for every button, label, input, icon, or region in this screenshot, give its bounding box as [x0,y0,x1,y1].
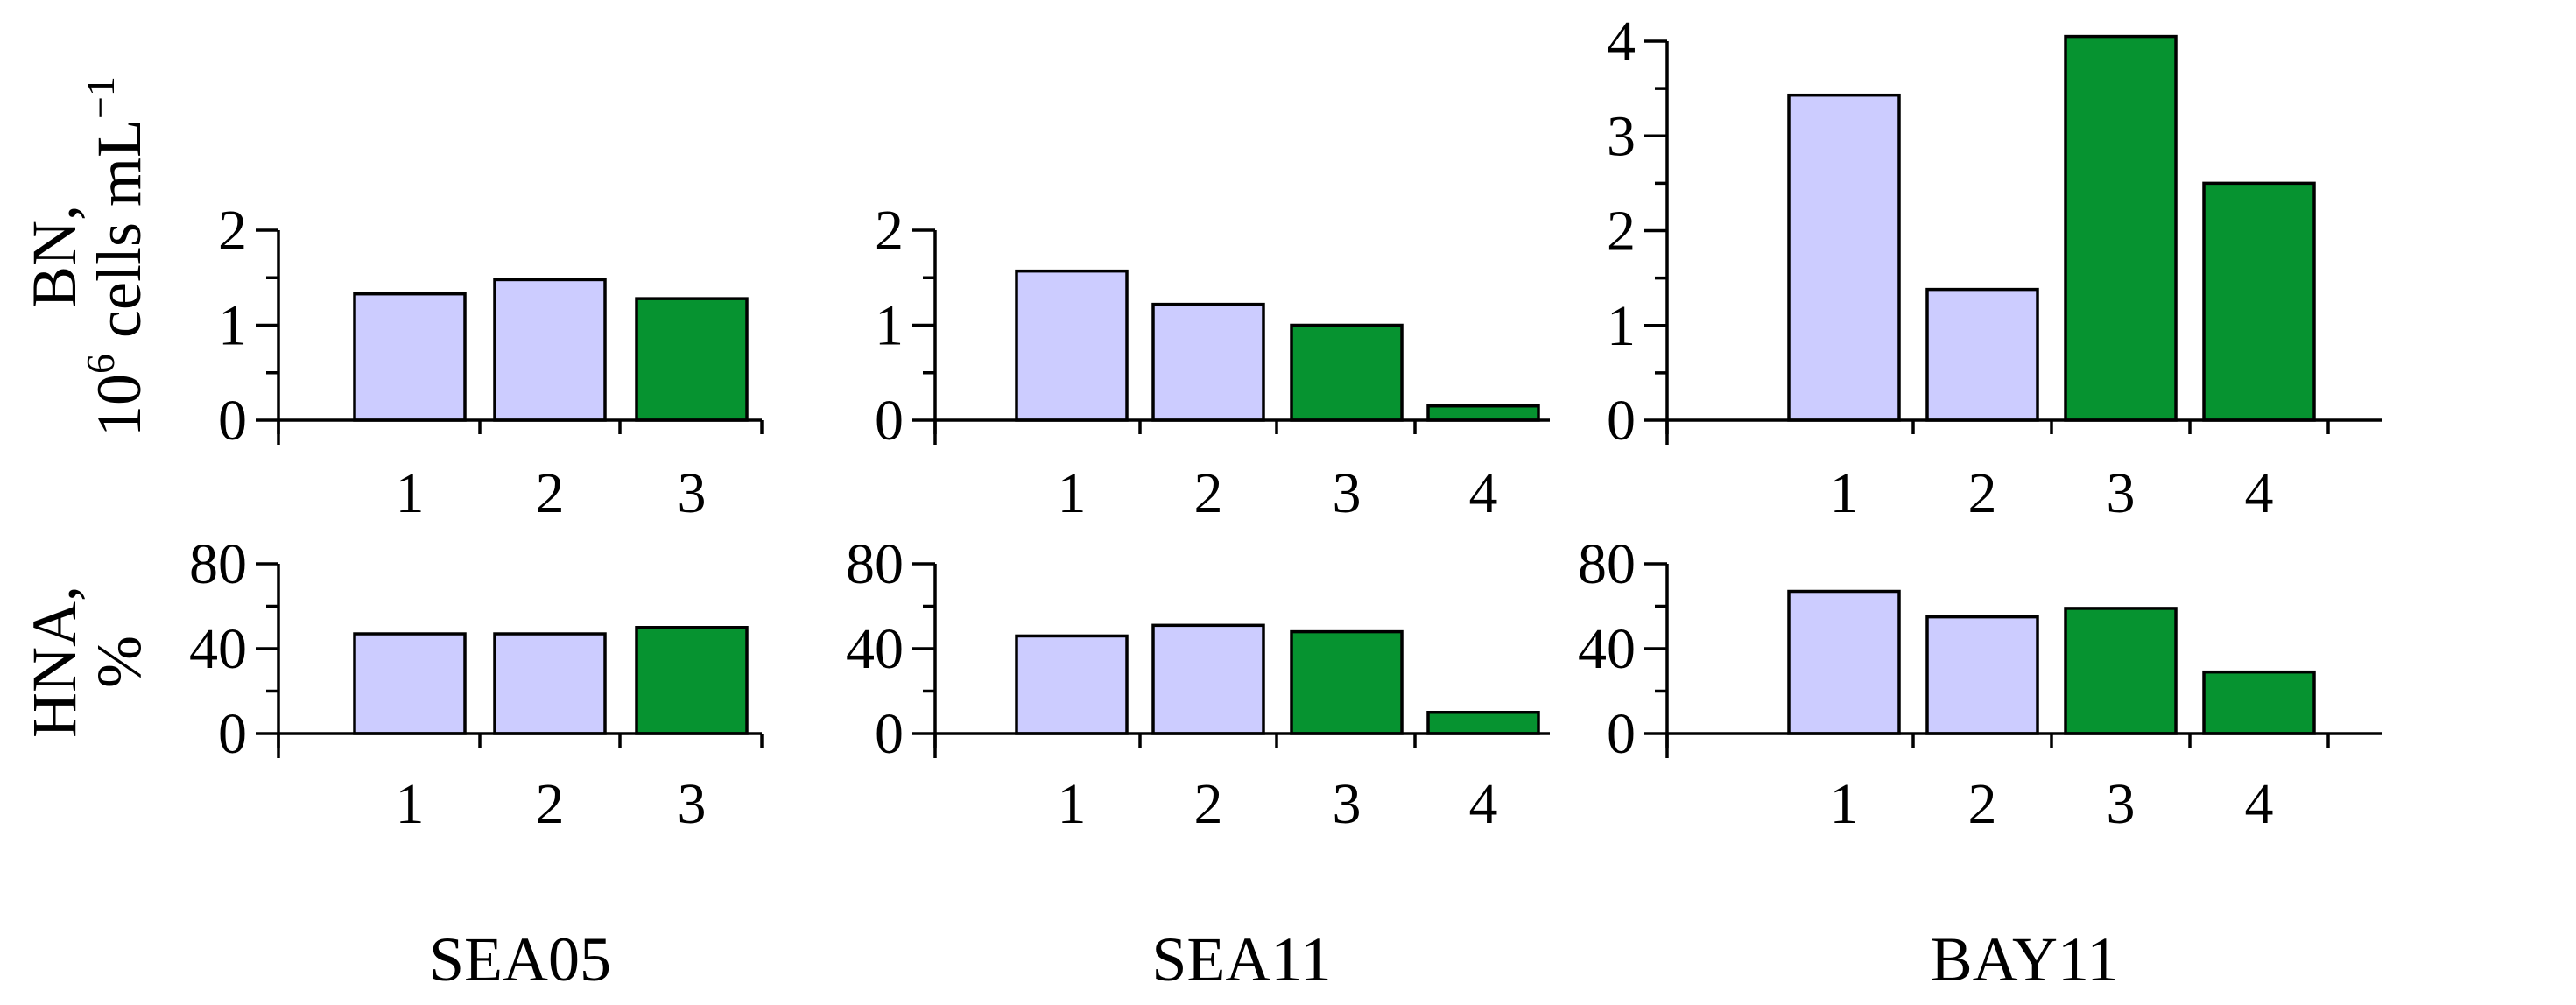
y-title-bn-unit: cells mL [84,119,154,354]
y-tick-label: 0 [218,702,247,766]
panel-sea11-hna: 0 40 80 1 2 3 4 [846,532,1550,836]
y-tick-label: 2 [218,199,247,263]
y-tick-label: 2 [1607,200,1636,264]
bar-1 [353,292,467,422]
x-tick-label-1: 1 [1830,461,1859,525]
y-axis-title-hna: HNA,% [19,586,154,738]
x-tick-label-2: 2 [1968,461,1997,525]
y-tick-label: 40 [1578,617,1636,681]
group-label-bay11: BAY11 [1931,924,2119,994]
y-tick-label: 2 [875,199,904,263]
group-label-sea11: SEA11 [1151,924,1331,994]
x-tick-label-4: 4 [1469,772,1498,836]
x-tick-label-3: 3 [2107,461,2136,525]
y-tick-label: 1 [218,294,247,358]
y-tick-label: 80 [846,532,904,596]
y-tick-label: 80 [1578,532,1636,596]
bar-4 [1426,404,1540,422]
bar-4 [2202,670,2316,735]
bar-1 [1787,589,1901,735]
x-tick-label-1: 1 [1058,461,1087,525]
panel-sea05-bn: 0 1 2 1 2 3 [218,199,764,525]
y-tick-label: 40 [846,617,904,681]
y-tick-label: 0 [218,389,247,453]
group-labels: SEA05 SEA11 BAY11 [429,924,2118,994]
x-tick-label-4: 4 [2245,461,2274,525]
y-tick-label: 40 [189,617,247,681]
y-tick-label: 80 [189,532,247,596]
x-tick-label-3: 3 [678,772,707,836]
y-tick-label: 4 [1607,10,1636,74]
bar-2 [493,278,607,422]
y-tick-label: 0 [1607,389,1636,453]
x-tick-label-1: 1 [396,461,425,525]
bar-3 [1290,323,1404,422]
panel-sea05-hna: 0 40 80 1 2 3 [189,532,764,836]
y-title-bn-exp: 6 [78,354,123,374]
x-tick-label-1: 1 [1058,772,1087,836]
x-tick-label-2: 2 [536,461,565,525]
bar-2 [1151,623,1265,735]
x-tick-label-3: 3 [1333,772,1362,836]
x-tick-label-2: 2 [1194,772,1223,836]
y-tick-label: 0 [875,389,904,453]
bar-4 [1426,711,1540,735]
bar-2 [493,632,607,735]
x-tick-label-2: 2 [1194,461,1223,525]
y-title-bn-unit-exp: −1 [78,76,123,119]
y-title-hna-line2: % [84,636,154,688]
y-tick-label: 0 [875,702,904,766]
group-label-sea05: SEA05 [429,924,611,994]
bar-1 [1015,269,1129,422]
x-tick-label-3: 3 [1333,461,1362,525]
bar-3 [635,626,749,735]
panel-bay11-hna: 0 40 80 1 2 3 4 [1578,532,2382,836]
x-tick-label-1: 1 [396,772,425,836]
x-tick-label-4: 4 [1469,461,1498,525]
x-tick-label-2: 2 [536,772,565,836]
bar-2 [1151,302,1265,422]
bar-3 [635,297,749,422]
x-tick-label-4: 4 [2245,772,2274,836]
bar-2 [1925,287,2039,422]
bar-4 [2202,181,2316,422]
y-tick-label: 0 [1607,702,1636,766]
y-title-bn-line2: 106 cells mL−1 [78,76,154,437]
y-title-bn-base: 10 [84,374,154,437]
panel-sea11-bn: 0 1 2 1 2 3 4 [875,199,1550,525]
bar-3 [2064,607,2178,735]
x-tick-label-2: 2 [1968,772,1997,836]
bar-1 [1787,93,1901,422]
y-tick-label: 3 [1607,104,1636,168]
y-tick-label: 1 [875,294,904,358]
bar-3 [1290,629,1404,735]
x-tick-label-3: 3 [2107,772,2136,836]
y-title-hna-line1: HNA, [19,586,89,738]
bar-3 [2064,34,2178,422]
y-title-bn-line1: BN, [19,205,89,308]
bar-2 [1925,615,2039,735]
y-axis-title-bn: BN,106 cells mL−1 [19,76,154,437]
y-tick-label: 1 [1607,294,1636,358]
x-tick-label-1: 1 [1830,772,1859,836]
x-tick-label-3: 3 [678,461,707,525]
bar-1 [353,632,467,735]
bar-1 [1015,634,1129,735]
panel-bay11-bn: 0 1 2 3 4 1 2 3 4 [1607,10,2382,525]
